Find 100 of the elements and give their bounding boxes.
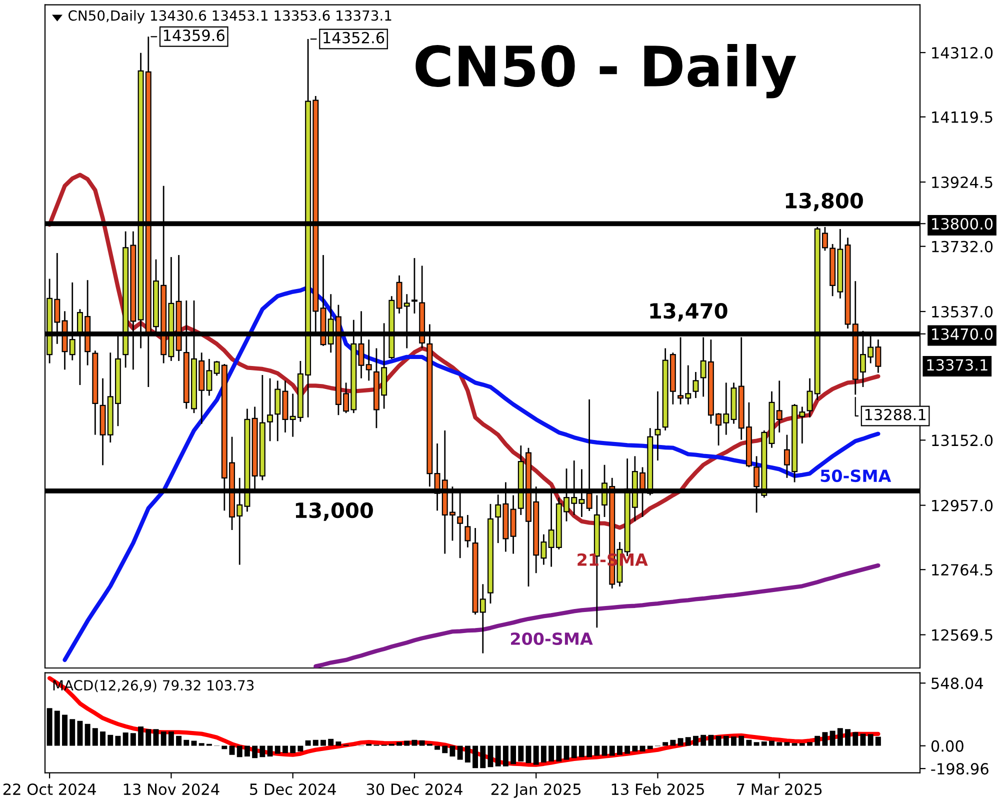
bar — [412, 740, 418, 746]
bar — [153, 729, 159, 746]
bar — [602, 746, 608, 756]
candlestick — [411, 257, 418, 314]
bar — [198, 743, 204, 746]
bar — [564, 746, 570, 760]
bar — [70, 719, 76, 746]
y-tick-label: 13732.0 — [932, 240, 993, 252]
y-tick-label: 12569.5 — [932, 629, 992, 641]
bar — [731, 736, 736, 746]
x-tick-label: 5 Dec 2024 — [250, 783, 336, 796]
y-tick-label: -198.96 — [931, 763, 988, 775]
bar — [305, 740, 311, 746]
bar — [616, 746, 622, 755]
annotation: CN50,Daily 13430.6 13453.1 13353.6 13373.1 — [68, 10, 392, 24]
bar — [685, 737, 691, 746]
bar — [457, 746, 463, 760]
bar — [852, 732, 858, 746]
bar — [814, 736, 820, 746]
bar — [548, 746, 554, 762]
bar — [837, 728, 843, 746]
bar — [518, 746, 524, 762]
bar — [419, 740, 425, 746]
x-tick-label: 22 Jan 2025 — [491, 783, 581, 798]
bar — [571, 746, 577, 758]
candlestick — [692, 371, 699, 399]
bar — [609, 746, 615, 756]
bar — [108, 734, 114, 746]
bar — [434, 746, 440, 750]
bar — [738, 736, 744, 746]
annotation: 14359.6 — [164, 30, 224, 42]
bar — [678, 738, 684, 746]
bar — [526, 746, 532, 764]
y-tick-label: 14119.5 — [932, 111, 992, 123]
bar — [746, 740, 752, 746]
bar — [168, 731, 174, 746]
bar — [282, 746, 288, 754]
bar — [769, 740, 774, 746]
text: 13373.1 — [927, 359, 988, 371]
bar — [146, 729, 152, 746]
bar — [229, 746, 235, 755]
bar — [100, 731, 106, 746]
bar — [84, 724, 90, 746]
bar — [450, 746, 456, 756]
bar — [647, 746, 653, 750]
bar — [792, 743, 798, 746]
bar — [822, 732, 828, 746]
bar — [267, 746, 273, 756]
bar — [244, 746, 250, 756]
bar — [533, 746, 539, 765]
y-tick-label: 13800.0 — [932, 218, 993, 230]
bar — [464, 746, 470, 763]
bar — [252, 746, 258, 758]
bar — [320, 740, 326, 746]
bar — [875, 736, 881, 746]
bar — [578, 746, 584, 758]
ref-line-label: 13,800 — [786, 192, 863, 212]
bar — [488, 746, 494, 768]
bar — [328, 738, 334, 746]
bar — [723, 736, 729, 746]
bar — [640, 746, 646, 752]
bar — [495, 746, 501, 766]
bar — [442, 746, 448, 754]
bar — [693, 736, 698, 746]
bar — [830, 730, 836, 746]
bar — [540, 746, 546, 763]
bar — [115, 736, 121, 746]
bar — [77, 720, 83, 746]
bar — [845, 729, 851, 746]
annotation: 14352.6 — [324, 32, 384, 44]
y-tick-label: 13152.0 — [932, 434, 993, 446]
bar — [860, 734, 866, 746]
annotation: 13288.1 — [865, 408, 926, 420]
bar — [122, 732, 128, 746]
ref-line-label: 13,000 — [296, 502, 373, 521]
bar — [92, 728, 98, 746]
ref-line-label: 13,470 — [650, 302, 728, 322]
y-tick-label: 14312.0 — [932, 47, 993, 59]
bar — [130, 733, 136, 746]
series-label: 200-SMA — [511, 632, 593, 646]
bar — [191, 740, 197, 746]
bar — [594, 746, 600, 756]
y-tick-label: 548.04 — [932, 678, 984, 690]
bar — [274, 746, 280, 754]
x-tick-label: 22 Oct 2024 — [3, 783, 96, 796]
bar — [138, 726, 144, 746]
bar — [761, 741, 767, 746]
candlestick — [366, 338, 372, 382]
candlestick — [654, 390, 661, 462]
y-tick-label: 12764.5 — [932, 564, 992, 576]
y-tick-label: 0.00 — [931, 740, 964, 752]
bar — [700, 734, 706, 746]
bar — [54, 710, 60, 746]
bar — [62, 714, 68, 746]
bar — [784, 742, 790, 746]
bar — [404, 740, 410, 746]
bar — [298, 746, 304, 752]
y-tick-label: 13470.0 — [932, 328, 993, 340]
bar — [290, 746, 296, 754]
candlestick — [776, 380, 782, 434]
